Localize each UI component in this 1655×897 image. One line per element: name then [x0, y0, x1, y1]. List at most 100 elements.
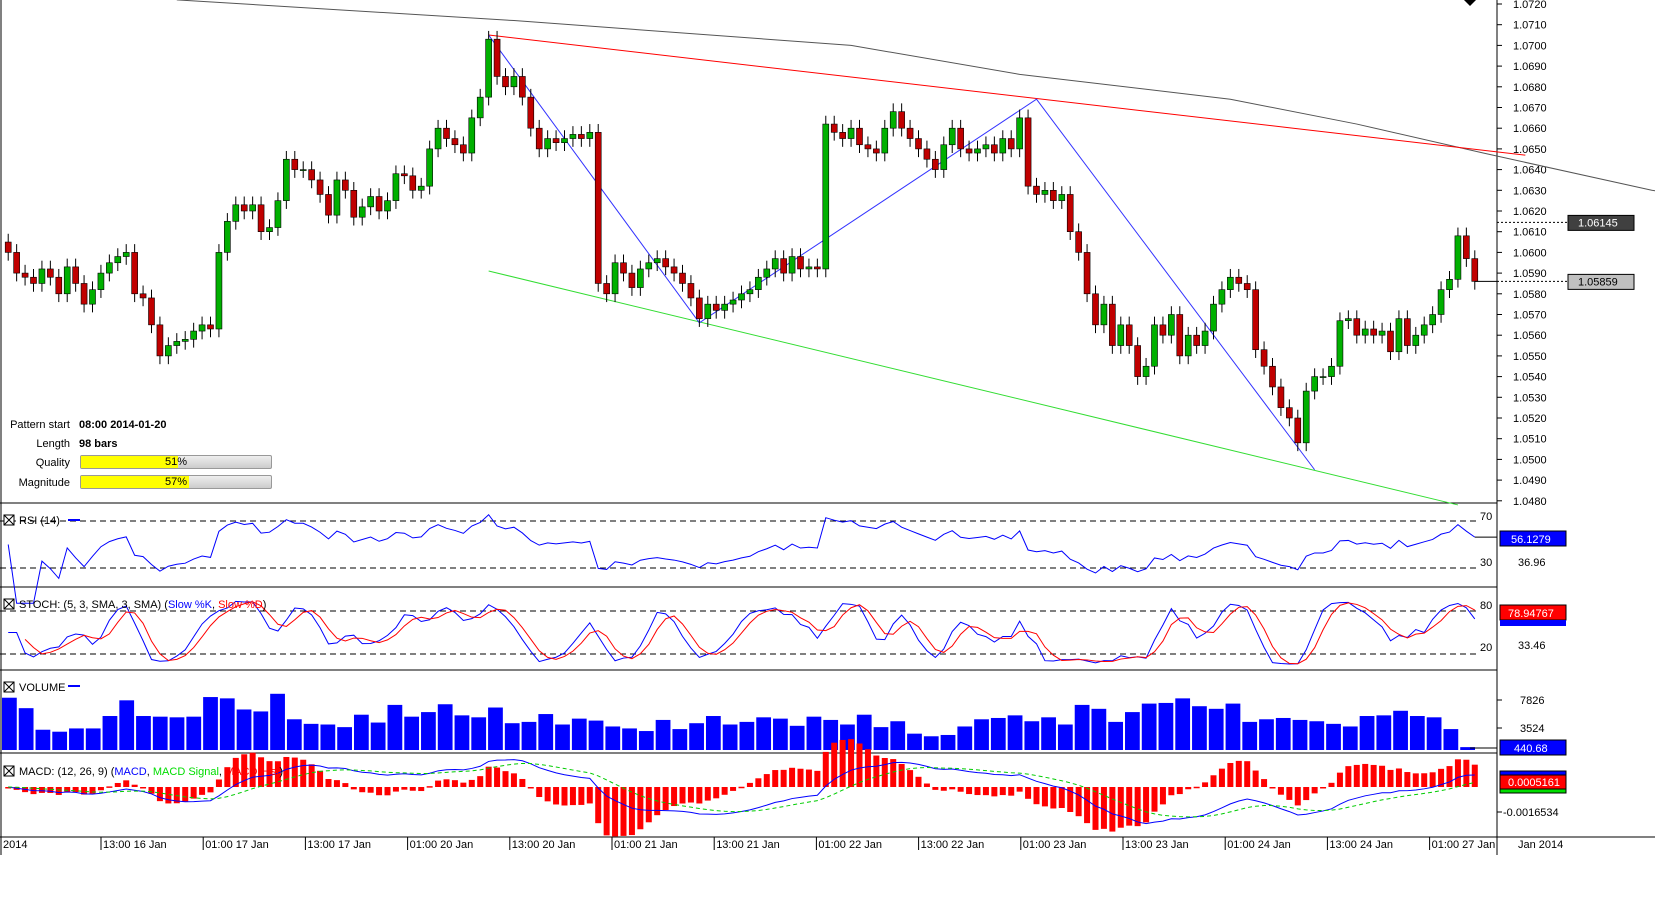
- macd-hist-bar: [1117, 787, 1124, 828]
- macd-hist-bar: [1463, 759, 1470, 787]
- macd-hist-bar: [949, 787, 956, 790]
- macd-hist-bar: [1252, 770, 1259, 787]
- candle: [291, 158, 299, 170]
- candle: [1345, 318, 1352, 322]
- volume-bar: [1376, 715, 1392, 750]
- macd-hist-bar: [746, 782, 753, 787]
- candle: [847, 127, 855, 139]
- volume-bar: [303, 723, 319, 750]
- price-tick-label: 1.0630: [1513, 185, 1547, 197]
- macd-hist-bar: [1345, 766, 1352, 787]
- macd-hist-bar: [131, 784, 138, 787]
- time-label: 13:00 16 Jan: [103, 839, 167, 851]
- volume-bar: [1460, 747, 1475, 750]
- macd-hist-bar: [392, 787, 399, 792]
- candle: [1260, 349, 1268, 367]
- stoch-title: STOCH: (5, 3, SMA, 3, SMA) (Slow %K, Slo…: [19, 599, 266, 611]
- candle: [1395, 318, 1403, 353]
- volume-bar: [873, 727, 889, 750]
- time-axis-period: Jan 2014: [1518, 839, 1563, 851]
- candle: [198, 324, 206, 332]
- macd-hist-bar: [831, 742, 838, 787]
- volume-bar: [69, 728, 84, 750]
- candle: [923, 148, 931, 160]
- macd-hist-bar: [1084, 787, 1091, 824]
- volume-bar: [52, 731, 68, 750]
- volume-bar: [1158, 702, 1174, 750]
- macd-hist-bar: [1185, 787, 1192, 790]
- macd-hist-bar: [1058, 787, 1065, 809]
- rsi-close-icon-x: [3, 514, 15, 526]
- macd-hist-bar: [1353, 764, 1360, 787]
- volume-bar: [488, 707, 503, 750]
- volume-bar: [102, 716, 118, 750]
- volume-bar: [622, 728, 637, 750]
- macd-hist-bar: [376, 787, 383, 796]
- time-label: 13:00 20 Jan: [512, 839, 576, 851]
- candle: [1471, 258, 1479, 282]
- macd-hist-bar: [536, 787, 543, 798]
- volume-bar: [1409, 716, 1425, 750]
- macd-hist-bar: [890, 759, 897, 787]
- ma-value-box: [1567, 214, 1635, 231]
- candle: [552, 138, 560, 143]
- volume-close-icon-x: [3, 681, 15, 693]
- moving-average-line: [176, 0, 1655, 192]
- volume-bar: [1225, 703, 1241, 750]
- length-label: Length: [36, 438, 70, 450]
- macd-hist-bar: [1379, 765, 1386, 787]
- candle: [982, 144, 990, 150]
- macd-hist-bar: [325, 779, 332, 787]
- volume-bar: [1208, 708, 1224, 750]
- macd-hist-bar: [671, 787, 678, 807]
- time-label: 13:00 24 Jan: [1329, 839, 1393, 851]
- magnitude-text: 57%: [164, 476, 188, 488]
- macd-hist-bar: [1218, 768, 1225, 787]
- candle: [308, 169, 315, 181]
- price-tick-label: 1.0720: [1513, 0, 1547, 11]
- candle: [1176, 314, 1184, 357]
- candle: [586, 132, 594, 139]
- candle: [881, 127, 889, 154]
- candle: [97, 272, 105, 290]
- candle: [1159, 324, 1167, 336]
- macd-hist-bar: [409, 787, 416, 791]
- price-tick-label: 1.0510: [1513, 434, 1547, 446]
- stoch-close-icon-x: [3, 598, 15, 610]
- macd-hist-bar: [317, 770, 324, 787]
- stoch-title-part: Slow %K: [168, 599, 213, 611]
- macd-hist-bar: [1438, 768, 1445, 787]
- stoch-level-label: 20: [1480, 642, 1492, 654]
- macd-hist-bar: [418, 787, 425, 792]
- volume-bar: [555, 724, 570, 750]
- candle: [1058, 194, 1066, 201]
- quality-fill: [81, 456, 178, 468]
- candle: [342, 179, 349, 191]
- macd-hist-bar: [738, 786, 745, 789]
- volume-tick-label: 3524: [1520, 723, 1544, 735]
- volume-bar: [353, 714, 369, 750]
- macd-hist-bar: [595, 787, 602, 824]
- candle: [780, 258, 787, 274]
- price-tick-label: 1.0680: [1513, 82, 1547, 94]
- candle: [569, 134, 577, 139]
- macd-title-part: ,: [147, 766, 153, 778]
- volume-bar: [421, 712, 436, 750]
- macd-hist-bar: [1311, 787, 1318, 794]
- candle: [148, 297, 155, 326]
- macd-hist-bar: [1016, 787, 1023, 792]
- volume-bar: [940, 734, 956, 750]
- candle: [1378, 330, 1386, 336]
- volume-bar: [404, 716, 420, 750]
- candle: [1361, 328, 1369, 336]
- volume-bar: [957, 726, 973, 750]
- candle: [384, 200, 391, 212]
- candle: [165, 345, 172, 357]
- volume-bar: [990, 717, 1006, 750]
- candle: [527, 96, 535, 129]
- macd-hist-bar: [215, 779, 222, 787]
- macd-hist-bar: [165, 787, 172, 804]
- macd-hist-bar: [1109, 787, 1116, 832]
- volume-bar: [387, 704, 403, 750]
